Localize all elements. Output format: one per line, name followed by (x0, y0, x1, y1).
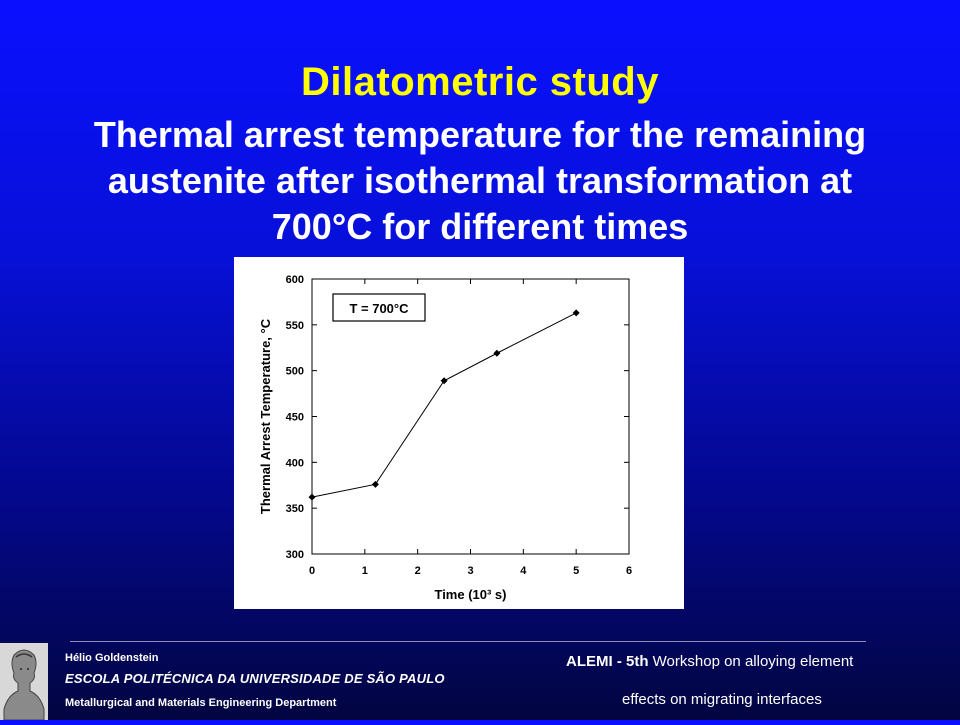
data-point (308, 493, 316, 501)
subtitle-line-1: Thermal arrest temperature for the remai… (93, 114, 867, 155)
x-tick-label: 6 (626, 565, 632, 577)
y-axis-label: Thermal Arrest Temperature, °C (258, 318, 273, 514)
slide-title: Dilatometric study (301, 60, 659, 104)
y-tick-label: 350 (286, 503, 304, 515)
data-point (572, 309, 580, 317)
chart-panel: 300 350 400 450 500 550 600 0 1 2 3 4 5 6 T = 700°C Tim… (234, 257, 684, 609)
workshop-title-line-2: effects on migrating interfaces (622, 691, 822, 708)
y-tick-label: 550 (286, 320, 304, 332)
subtitle-line-3: 700°C for different times (271, 206, 689, 247)
x-tick-label: 2 (415, 565, 421, 577)
subtitle-line-2: austenite after isothermal transformatio… (107, 160, 853, 201)
slide-subtitle: Thermal arrest temperature for the remai… (20, 112, 940, 250)
author-name: Hélio Goldenstein (65, 652, 159, 664)
bust-logo-icon (0, 643, 48, 721)
x-tick-label: 3 (467, 565, 473, 577)
thermal-arrest-chart: 300 350 400 450 500 550 600 0 1 2 3 4 5 6 T = 700°C Tim… (258, 274, 632, 602)
workshop-title-rest: Workshop on alloying element (648, 653, 854, 670)
x-tick-label: 1 (362, 565, 368, 577)
data-point (371, 480, 379, 488)
workshop-title-line-1: ALEMI - 5th Workshop on alloying element (566, 653, 853, 670)
data-point (440, 377, 448, 385)
y-tick-label: 500 (286, 366, 304, 378)
series-line (311, 312, 577, 498)
y-tick-label: 450 (286, 412, 304, 424)
y-tick-label: 600 (286, 274, 304, 286)
x-axis-label: Time (10³ s) (434, 587, 506, 602)
x-tick-label: 4 (520, 565, 527, 577)
school-name: ESCOLA POLITÉCNICA DA UNIVERSIDADE DE SÃ… (65, 671, 445, 686)
annotation-box (332, 293, 426, 322)
data-point (493, 349, 501, 357)
workshop-title-bold: ALEMI - 5th (566, 653, 649, 670)
department-name: Metallurgical and Materials Engineering … (65, 697, 337, 709)
y-tick-label: 300 (286, 549, 304, 561)
y-tick-label: 400 (286, 457, 304, 469)
annotation-text: T = 700°C (349, 301, 409, 316)
x-tick-label: 0 (309, 565, 315, 577)
footer-divider (70, 641, 866, 642)
x-tick-label: 5 (573, 565, 579, 577)
